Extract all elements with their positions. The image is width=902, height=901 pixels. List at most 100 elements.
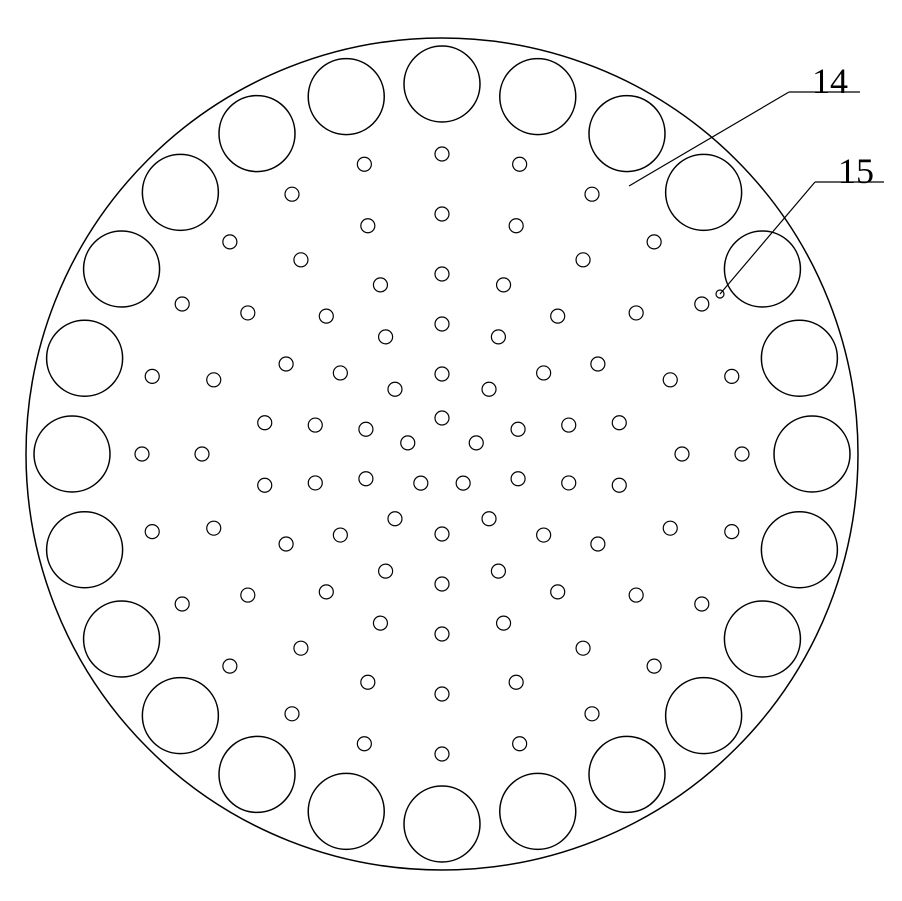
inner-hole (435, 267, 449, 281)
inner-hole (373, 278, 387, 292)
outer-hole (724, 231, 800, 307)
inner-hole (294, 641, 308, 655)
inner-hole (435, 527, 449, 541)
inner-hole (145, 369, 159, 383)
inner-hole (513, 737, 527, 751)
inner-hole (735, 447, 749, 461)
inner-hole (359, 472, 373, 486)
inner-hole (562, 476, 576, 490)
inner-hole (725, 369, 739, 383)
outer-hole (142, 154, 218, 230)
inner-hole (551, 585, 565, 599)
outer-hole (500, 773, 576, 849)
inner-hole (435, 577, 449, 591)
outer-hole (142, 678, 218, 754)
inner-hole (241, 588, 255, 602)
inner-hole (319, 309, 333, 323)
inner-hole (357, 157, 371, 171)
inner-hole (551, 309, 565, 323)
inner-hole (279, 537, 293, 551)
inner-hole (537, 366, 551, 380)
leader-15-line (720, 182, 815, 294)
inner-hole (585, 707, 599, 721)
inner-hole (663, 521, 677, 535)
inner-hole (511, 422, 525, 436)
inner-hole (435, 147, 449, 161)
inner-hole (695, 297, 709, 311)
inner-hole (258, 416, 272, 430)
inner-hole (359, 422, 373, 436)
inner-hole (456, 476, 470, 490)
inner-hole (482, 512, 496, 526)
inner-hole (675, 447, 689, 461)
outer-hole (84, 231, 160, 307)
inner-hole (537, 528, 551, 542)
outer-hole (47, 320, 123, 396)
callout-label-14: 14 (812, 60, 848, 102)
outer-hole (84, 601, 160, 677)
inner-hole (629, 306, 643, 320)
inner-hole (491, 564, 505, 578)
inner-hole (612, 478, 626, 492)
inner-hole (308, 476, 322, 490)
inner-hole (435, 367, 449, 381)
outer-hole (47, 512, 123, 588)
inner-hole (435, 207, 449, 221)
outer-hole (34, 416, 110, 492)
inner-hole (647, 235, 661, 249)
inner-hole (647, 659, 661, 673)
outer-hole (666, 678, 742, 754)
outer-hole (219, 736, 295, 812)
inner-hole (357, 737, 371, 751)
inner-hole (175, 597, 189, 611)
inner-hole (497, 278, 511, 292)
inner-hole (285, 707, 299, 721)
inner-hole (319, 585, 333, 599)
inner-hole (294, 253, 308, 267)
outer-hole (724, 601, 800, 677)
outer-hole (404, 786, 480, 862)
outer-hole (308, 59, 384, 135)
inner-hole (497, 616, 511, 630)
inner-hole (333, 366, 347, 380)
outer-hole (589, 736, 665, 812)
inner-hole (591, 537, 605, 551)
inner-hole (373, 616, 387, 630)
inner-hole (135, 447, 149, 461)
outer-hole (666, 154, 742, 230)
inner-hole (401, 436, 415, 450)
inner-hole (469, 436, 483, 450)
outer-hole (219, 96, 295, 172)
inner-hole (308, 418, 322, 432)
inner-hole (612, 416, 626, 430)
inner-hole (175, 297, 189, 311)
inner-hole (591, 357, 605, 371)
inner-hole (223, 235, 237, 249)
inner-hole (576, 641, 590, 655)
inner-hole (207, 521, 221, 535)
inner-hole (435, 747, 449, 761)
inner-hole (663, 373, 677, 387)
inner-hole (585, 187, 599, 201)
outer-hole (761, 320, 837, 396)
inner-hole (241, 306, 255, 320)
inner-hole (414, 476, 428, 490)
disc-outline (26, 38, 858, 870)
inner-hole (511, 472, 525, 486)
inner-hole (379, 330, 393, 344)
inner-hole (576, 253, 590, 267)
inner-hole (361, 219, 375, 233)
inner-hole (207, 373, 221, 387)
inner-hole (388, 382, 402, 396)
outer-hole (500, 59, 576, 135)
inner-hole (509, 675, 523, 689)
inner-hole (223, 659, 237, 673)
inner-hole (388, 512, 402, 526)
inner-hole (333, 528, 347, 542)
inner-hole (435, 687, 449, 701)
inner-hole (279, 357, 293, 371)
inner-hole (285, 187, 299, 201)
outer-hole (589, 96, 665, 172)
inner-hole (629, 588, 643, 602)
inner-hole (725, 525, 739, 539)
